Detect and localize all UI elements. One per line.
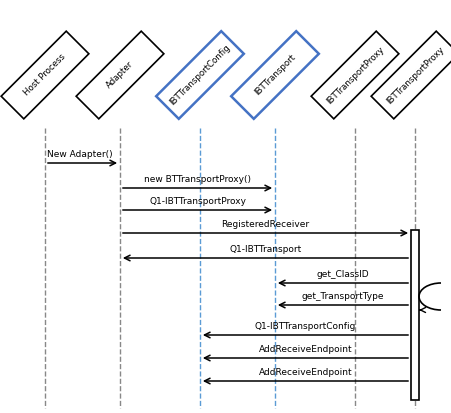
Text: Q1-IBTTransport: Q1-IBTTransport — [230, 245, 302, 254]
Text: IBTTransportProxy: IBTTransportProxy — [324, 45, 386, 106]
Polygon shape — [311, 31, 399, 119]
Polygon shape — [1, 31, 89, 119]
Text: Adapter: Adapter — [105, 60, 135, 90]
Text: IBTTransport: IBTTransport — [253, 53, 297, 97]
Text: get_TransportType: get_TransportType — [302, 292, 384, 301]
Text: RegisteredReceiver: RegisteredReceiver — [221, 220, 309, 229]
Polygon shape — [231, 31, 319, 119]
Text: New Adapter(): New Adapter() — [47, 150, 113, 159]
Text: Q1-IBTTransportConfig: Q1-IBTTransportConfig — [255, 322, 356, 331]
Text: new BTTransportProxy(): new BTTransportProxy() — [144, 175, 251, 184]
Bar — [411, 230, 419, 400]
Polygon shape — [156, 31, 244, 119]
Text: IBTTransportProxy: IBTTransportProxy — [384, 45, 446, 106]
Text: get_ClassID: get_ClassID — [317, 270, 369, 279]
Text: AddReceiveEndpoint: AddReceiveEndpoint — [259, 368, 352, 377]
Text: Q1-IBTTransportProxy: Q1-IBTTransportProxy — [149, 197, 246, 206]
Text: IBTTransportConfig: IBTTransportConfig — [168, 43, 232, 107]
Polygon shape — [371, 31, 451, 119]
Text: AddReceiveEndpoint: AddReceiveEndpoint — [259, 345, 352, 354]
Text: Host Process: Host Process — [23, 52, 68, 97]
Polygon shape — [76, 31, 164, 119]
